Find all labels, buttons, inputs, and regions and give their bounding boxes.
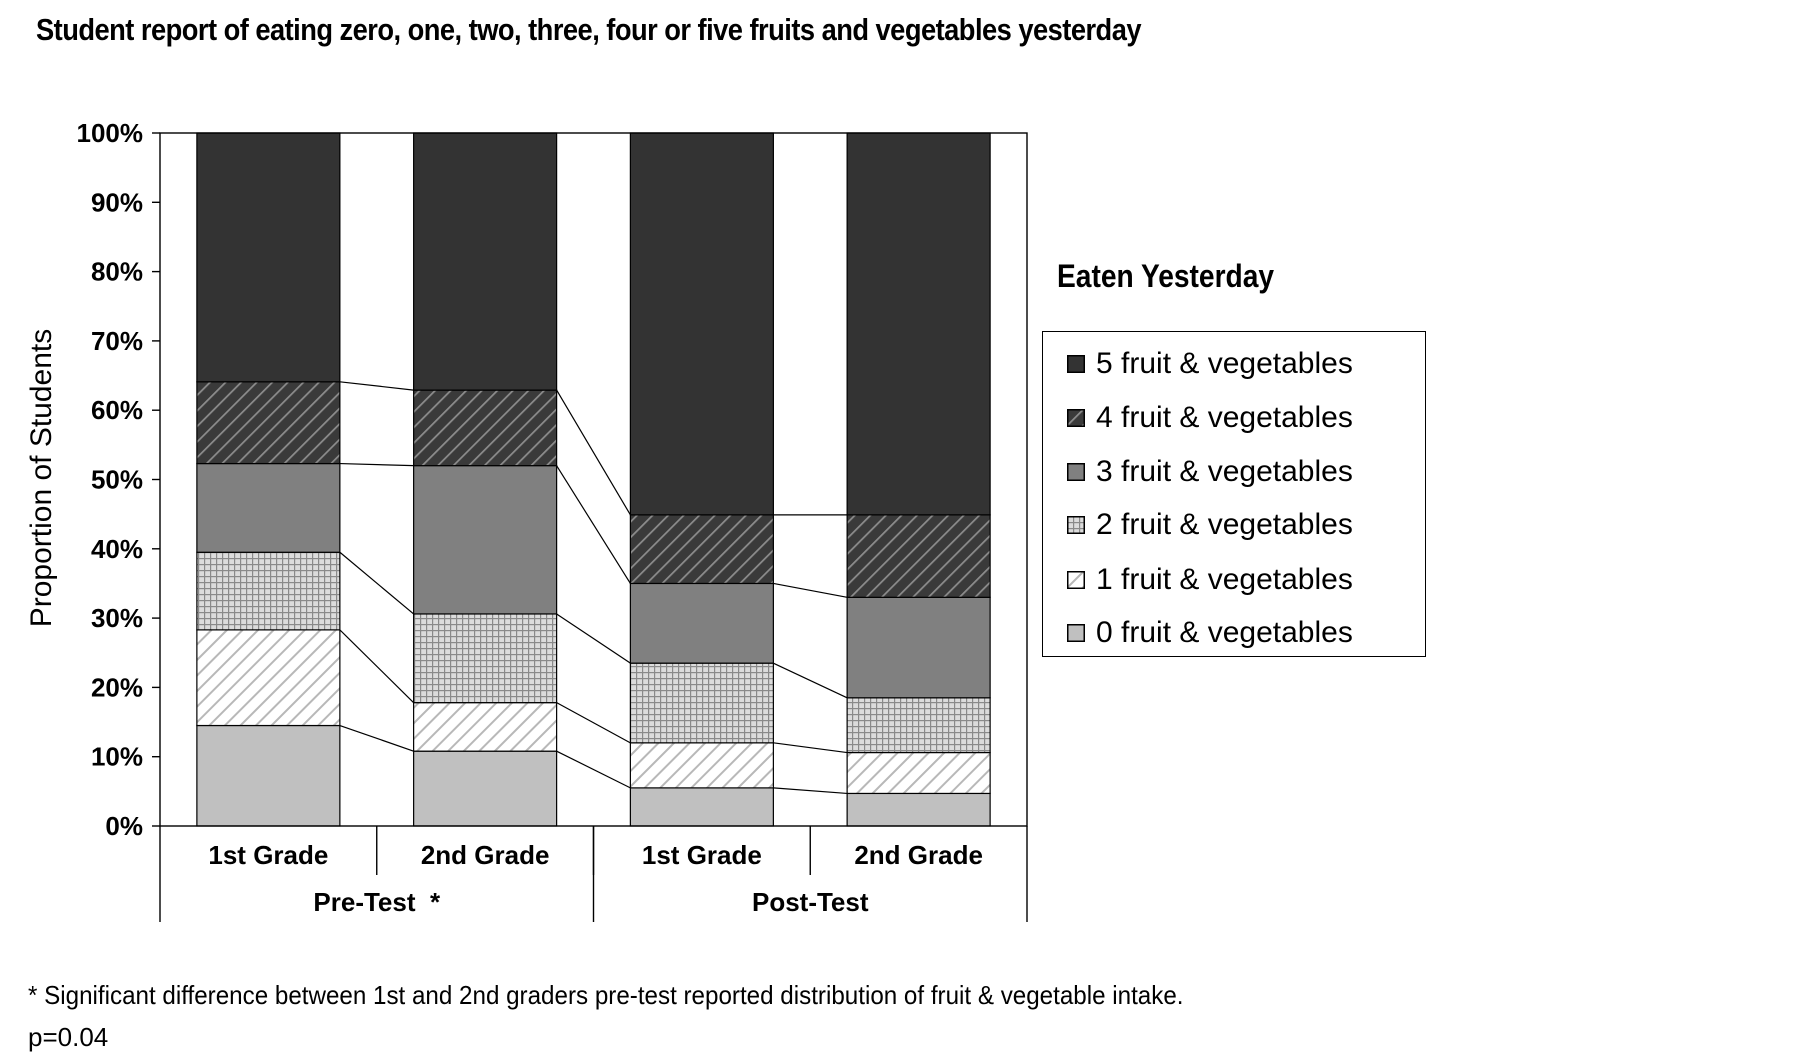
bar-segment-3-fruit-vegetables-1 [196,462,341,553]
legend-label: 1 fruit & vegetables [1096,563,1353,596]
legend-item-2-fruit-vegetables: 2 fruit & vegetables [1067,505,1353,545]
bar-segment-3-fruit-vegetables-4 [846,596,991,699]
legend-swatch [1067,463,1085,481]
x-group-label: Pre-Test * [313,887,441,917]
bar-segment-0-fruit-vegetables-4 [846,792,991,827]
series-line-4-fruit-vegetables-1 [339,381,414,391]
legend-swatch [1067,409,1085,427]
series-line-0-fruit-vegetables-3 [773,787,848,795]
legend-item-3-fruit-vegetables: 3 fruit & vegetables [1067,452,1353,492]
bar-segment-0-fruit-vegetables-1 [196,724,341,827]
x-tick-label: 2nd Grade [421,840,550,870]
bar-segment-1-fruit-vegetables-3 [629,742,774,789]
bar-segment-5-fruit-vegetables-3 [629,132,774,516]
y-tick-label: 100% [77,118,144,148]
bar-segment-1-fruit-vegetables-1 [196,629,341,727]
y-tick-label: 10% [91,742,143,772]
bar-segment-3-fruit-vegetables-3 [629,582,774,664]
legend-label: 0 fruit & vegetables [1096,616,1353,649]
y-axis-label: Proportion of Students [25,329,58,628]
chart-title: Student report of eating zero, one, two,… [36,12,1142,47]
bar-segment-2-fruit-vegetables-1 [196,551,341,631]
y-tick-label: 70% [91,326,143,356]
x-group-label: Post-Test [752,887,869,917]
bar-segment-2-fruit-vegetables-4 [846,697,991,754]
footnote: * Significant difference between 1st and… [28,980,1184,1010]
bar-segment-2-fruit-vegetables-2 [413,613,558,704]
y-tick-label: 0% [105,811,143,841]
legend-swatch [1067,516,1085,534]
y-tick-label: 30% [91,603,143,633]
series-line-1-fruit-vegetables-2 [556,702,631,744]
bar-segment-5-fruit-vegetables-2 [413,132,558,391]
legend-item-1-fruit-vegetables: 1 fruit & vegetables [1067,560,1353,600]
x-tick-label: 2nd Grade [854,840,983,870]
legend-item-5-fruit-vegetables: 5 fruit & vegetables [1067,344,1353,384]
legend: 5 fruit & vegetables 4 fruit & vegetables… [1042,331,1426,657]
bar-segment-3-fruit-vegetables-2 [413,465,558,615]
y-tick-label: 40% [91,534,143,564]
legend-label: 3 fruit & vegetables [1096,455,1353,488]
series-line-3-fruit-vegetables-2 [556,465,631,584]
y-tick-label: 90% [91,187,143,217]
series-line-3-fruit-vegetables-1 [339,462,414,467]
series-line-1-fruit-vegetables-3 [773,742,848,754]
bar-segment-0-fruit-vegetables-2 [413,750,558,827]
legend-title: Eaten Yesterday [1057,258,1275,294]
y-tick-label: 80% [91,257,143,287]
series-line-0-fruit-vegetables-2 [556,750,631,789]
x-tick-label: 1st Grade [208,840,328,870]
legend-swatch [1067,571,1085,589]
series-line-2-fruit-vegetables-1 [339,551,415,615]
x-tick-label: 1st Grade [642,840,762,870]
bar-segment-5-fruit-vegetables-4 [846,132,991,516]
p-value: p=0.04 [28,1022,109,1052]
legend-label: 4 fruit & vegetables [1096,401,1353,434]
series-line-3-fruit-vegetables-3 [773,582,848,598]
y-tick-label: 50% [91,465,143,495]
y-tick-label: 60% [91,395,143,425]
bar-segment-5-fruit-vegetables-1 [196,132,341,383]
series-line-0-fruit-vegetables-1 [339,724,414,752]
series-line-1-fruit-vegetables-1 [339,629,415,704]
legend-label: 5 fruit & vegetables [1096,347,1353,380]
bar-segment-4-fruit-vegetables-1 [196,381,341,465]
legend-label: 2 fruit & vegetables [1096,508,1353,541]
bar-segment-4-fruit-vegetables-3 [629,514,774,585]
bar-segment-4-fruit-vegetables-2 [413,389,558,467]
series-line-2-fruit-vegetables-2 [556,613,631,664]
y-tick-label: 20% [91,672,143,702]
series-line-2-fruit-vegetables-3 [773,662,848,699]
bar-segment-4-fruit-vegetables-4 [846,514,991,598]
bar-segment-2-fruit-vegetables-3 [629,662,774,744]
legend-swatch [1067,624,1085,642]
legend-item-4-fruit-vegetables: 4 fruit & vegetables [1067,398,1353,438]
bar-segment-1-fruit-vegetables-2 [413,702,558,752]
series-line-4-fruit-vegetables-2 [556,389,631,516]
bar-segment-1-fruit-vegetables-4 [846,751,991,795]
legend-item-0-fruit-vegetables: 0 fruit & vegetables [1067,613,1353,653]
legend-swatch [1067,355,1085,373]
bar-segment-0-fruit-vegetables-3 [629,787,774,827]
